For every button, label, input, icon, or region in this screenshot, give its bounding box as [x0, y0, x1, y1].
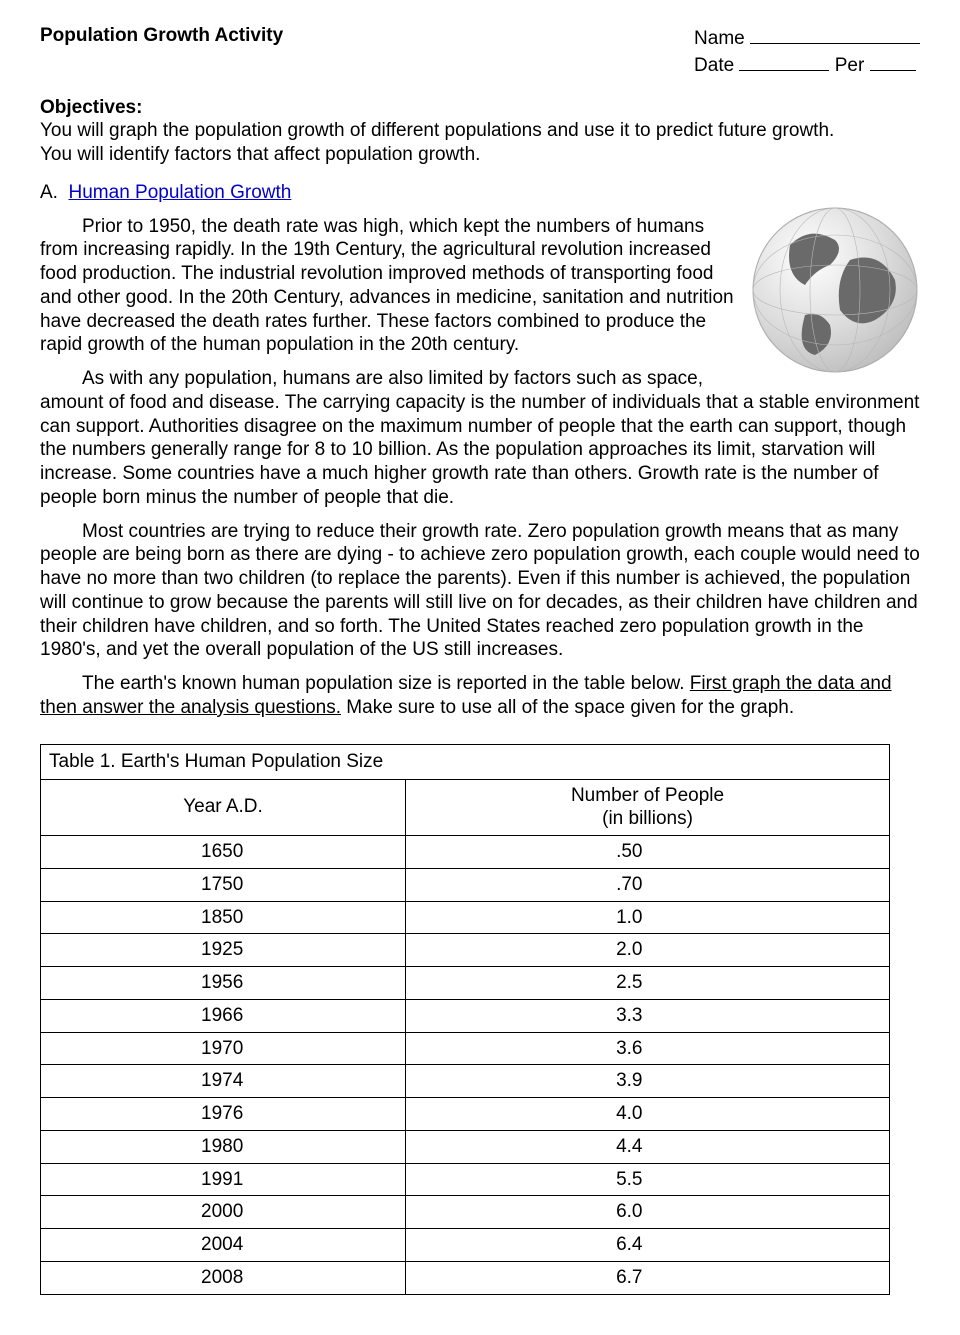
cell-value: 4.4	[406, 1130, 890, 1163]
table-row: 19743.9	[41, 1065, 890, 1098]
date-line: Date Per	[694, 51, 920, 78]
per-label: Per	[835, 55, 865, 76]
table-row: 1650.50	[41, 836, 890, 869]
cell-value: 2.5	[406, 967, 890, 1000]
table-row: 20046.4	[41, 1229, 890, 1262]
cell-value: .70	[406, 868, 890, 901]
cell-year: 2008	[41, 1261, 406, 1294]
date-blank[interactable]	[739, 51, 829, 71]
cell-value: 6.4	[406, 1229, 890, 1262]
para-4a: The earth's known human population size …	[82, 673, 690, 694]
cell-year: 1850	[41, 901, 406, 934]
table-row: 20086.7	[41, 1261, 890, 1294]
col-header-value-l1: Number of People	[571, 785, 724, 806]
cell-year: 1956	[41, 967, 406, 1000]
cell-value: 3.6	[406, 1032, 890, 1065]
table-caption-row: Table 1. Earth's Human Population Size	[41, 744, 890, 779]
col-header-year: Year A.D.	[41, 779, 406, 836]
para-3: Most countries are trying to reduce thei…	[40, 520, 920, 663]
page-title: Population Growth Activity	[40, 24, 283, 48]
cell-year: 1925	[41, 934, 406, 967]
section-a-prefix: A.	[40, 182, 58, 203]
student-info: Name Date Per	[694, 24, 920, 78]
table-row: 19562.5	[41, 967, 890, 1000]
cell-year: 2000	[41, 1196, 406, 1229]
para-4: The earth's known human population size …	[40, 672, 920, 720]
table-row: 19663.3	[41, 999, 890, 1032]
name-label: Name	[694, 28, 745, 49]
section-a: A. Human Population Growth Prior to 1950…	[40, 181, 920, 720]
cell-year: 1980	[41, 1130, 406, 1163]
cell-value: 4.0	[406, 1098, 890, 1131]
table-row: 20006.0	[41, 1196, 890, 1229]
per-blank[interactable]	[870, 51, 916, 71]
objective-2: You will identify factors that affect po…	[40, 143, 920, 167]
table-row: 19764.0	[41, 1098, 890, 1131]
table-row: 19703.6	[41, 1032, 890, 1065]
para-4b: Make sure to use all of the space given …	[341, 697, 794, 718]
population-table: Table 1. Earth's Human Population Size Y…	[40, 744, 890, 1295]
table-row: 18501.0	[41, 901, 890, 934]
globe-image	[750, 205, 920, 375]
cell-value: .50	[406, 836, 890, 869]
cell-year: 1966	[41, 999, 406, 1032]
cell-year: 1750	[41, 868, 406, 901]
col-header-value-l2: (in billions)	[602, 808, 693, 829]
table-caption: Table 1. Earth's Human Population Size	[41, 744, 890, 779]
cell-value: 6.7	[406, 1261, 890, 1294]
name-line: Name	[694, 24, 920, 51]
cell-value: 3.3	[406, 999, 890, 1032]
cell-value: 5.5	[406, 1163, 890, 1196]
table-row: 19804.4	[41, 1130, 890, 1163]
col-header-value: Number of People (in billions)	[406, 779, 890, 836]
cell-value: 6.0	[406, 1196, 890, 1229]
section-a-title: Human Population Growth	[69, 182, 292, 203]
cell-value: 2.0	[406, 934, 890, 967]
cell-year: 1976	[41, 1098, 406, 1131]
objectives-heading: Objectives:	[40, 96, 920, 120]
cell-year: 1991	[41, 1163, 406, 1196]
cell-value: 1.0	[406, 901, 890, 934]
table-row: 19252.0	[41, 934, 890, 967]
objectives-block: Objectives: You will graph the populatio…	[40, 96, 920, 167]
cell-year: 1650	[41, 836, 406, 869]
table-header-row: Year A.D. Number of People (in billions)	[41, 779, 890, 836]
objective-1: You will graph the population growth of …	[40, 119, 920, 143]
cell-year: 2004	[41, 1229, 406, 1262]
cell-value: 3.9	[406, 1065, 890, 1098]
section-a-heading: A. Human Population Growth	[40, 181, 920, 205]
worksheet-header: Population Growth Activity Name Date Per	[40, 24, 920, 78]
table-row: 19915.5	[41, 1163, 890, 1196]
cell-year: 1970	[41, 1032, 406, 1065]
cell-year: 1974	[41, 1065, 406, 1098]
date-label: Date	[694, 55, 734, 76]
table-row: 1750.70	[41, 868, 890, 901]
para-2: As with any population, humans are also …	[40, 367, 920, 510]
name-blank[interactable]	[750, 24, 920, 44]
